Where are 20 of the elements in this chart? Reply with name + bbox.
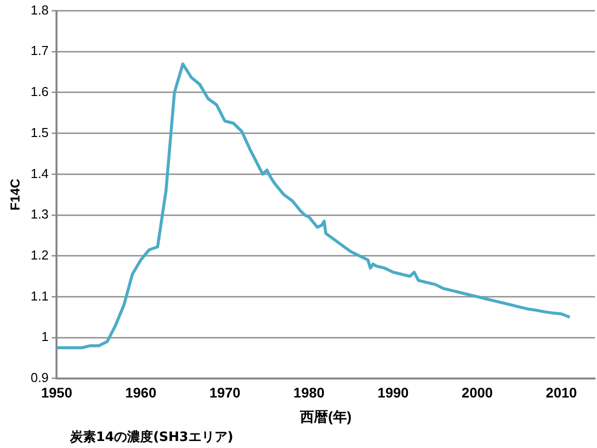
y-tick-label: 0.9: [30, 370, 49, 385]
x-tick-label: 2000: [462, 384, 494, 401]
x-axis-title: 西暦(年): [299, 408, 352, 424]
x-tick-label: 1950: [41, 384, 72, 401]
x-tick-label: 2010: [546, 384, 578, 401]
y-tick-label: 1.3: [30, 206, 49, 222]
x-tick-label: 1990: [378, 384, 409, 401]
y-tick-label: 1.4: [30, 166, 49, 181]
y-tick-label: 1.6: [30, 84, 49, 100]
text: 炭素14の濃度(SH3エリア): [70, 428, 234, 446]
x-tick-label: 1960: [125, 384, 157, 401]
y-tick-label: 1: [41, 329, 49, 344]
x-tick-label: 1980: [293, 384, 325, 401]
y-tick-label: 1.5: [30, 124, 49, 140]
y-axis-title: F14C: [7, 178, 22, 210]
x-tick-label: 1970: [209, 384, 241, 401]
y-tick-label: 1.8: [30, 2, 49, 18]
y-tick-label: 1.1: [30, 288, 49, 304]
y-tick-label: 1.2: [30, 247, 49, 262]
y-tick-label: 1.7: [30, 43, 49, 58]
